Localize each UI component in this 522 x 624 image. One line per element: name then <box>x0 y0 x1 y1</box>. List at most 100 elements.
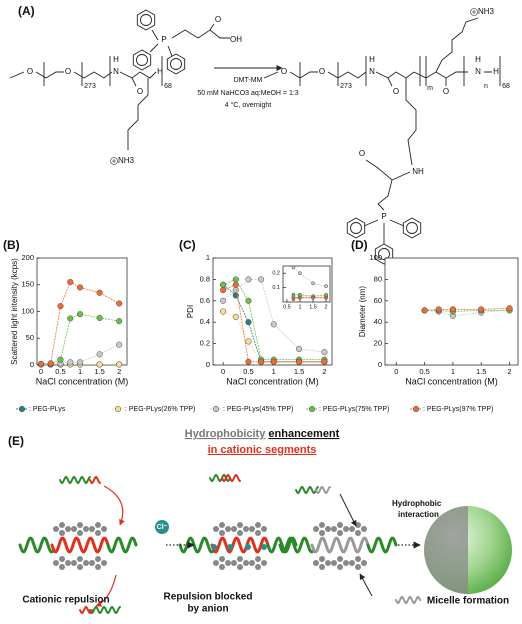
x-tick-label: 0.5 <box>55 367 65 376</box>
atom-label: O <box>281 67 287 76</box>
caption: Cationic repulsion <box>22 595 109 606</box>
heading-red: in cationic segments <box>208 444 317 456</box>
data-point <box>270 321 277 328</box>
heading-black: enhancement <box>268 428 339 440</box>
data-point <box>220 287 227 294</box>
data-point <box>296 345 303 353</box>
series-line <box>293 297 327 300</box>
polymer-chain <box>366 536 398 554</box>
tpp-group <box>255 556 261 562</box>
polymer-chain <box>209 473 231 483</box>
charge <box>472 10 476 14</box>
anion <box>155 520 169 534</box>
data-point <box>232 313 239 320</box>
aromatic <box>140 14 152 26</box>
data-point <box>76 284 84 291</box>
tpp-group <box>313 526 319 532</box>
tpp-group <box>237 522 243 528</box>
charge <box>470 8 478 16</box>
tpp-group <box>337 556 343 562</box>
tpp-group <box>213 560 219 566</box>
atom-label: NH3 <box>478 7 495 16</box>
data-point <box>324 284 328 289</box>
data-point <box>311 295 315 300</box>
y-tick-label: 0.2 <box>272 271 280 277</box>
polymer-chain <box>178 536 214 554</box>
data-point <box>270 358 277 365</box>
tpp-group <box>71 560 77 566</box>
data-point <box>57 356 64 363</box>
x-tick-label: 1.5 <box>94 367 104 376</box>
tpp-group <box>59 522 65 528</box>
bond <box>167 45 173 57</box>
tpp-group <box>319 564 325 570</box>
panel-label: (E) <box>8 434 24 448</box>
polymer-chain <box>50 536 110 554</box>
tpp-group <box>261 560 267 566</box>
data-point <box>96 351 103 358</box>
data-point <box>116 361 123 368</box>
atom-label: 273 <box>84 83 96 90</box>
y-tick-label: 0.1 <box>272 285 280 291</box>
tpp-group <box>313 560 319 566</box>
charge <box>110 157 118 165</box>
polymer-chain <box>278 536 314 554</box>
panel-label: (B) <box>3 238 20 252</box>
data-point <box>116 341 123 348</box>
tpp-group <box>213 526 219 532</box>
x-axis-label: NaCl concentration (M) <box>36 376 129 386</box>
x-tick-label: 2 <box>507 367 511 376</box>
data-point <box>232 287 239 294</box>
tpp-group <box>225 560 231 566</box>
data-point <box>324 295 328 300</box>
anion <box>261 544 267 550</box>
repulsion-arrow <box>95 574 117 607</box>
x-tick-label: 1.5 <box>309 304 317 310</box>
atom-label: NH3 <box>118 156 135 165</box>
tpp-group <box>59 564 65 570</box>
panel-label: (D) <box>351 238 368 252</box>
phenyl <box>136 9 156 31</box>
legend-label: : PEG-PLys(97% TPP) <box>423 406 493 413</box>
tpp-group <box>361 526 367 532</box>
tpp-group <box>255 530 261 536</box>
anion <box>245 544 251 550</box>
y-tick-label: 50 <box>26 333 34 342</box>
y-tick-label: 0.4 <box>200 317 210 326</box>
polymer-chain <box>79 605 93 615</box>
tpp-group <box>219 556 225 562</box>
x-tick-label: 0.5 <box>243 367 253 376</box>
legend-marker <box>412 405 420 413</box>
x-tick-label: 0.5 <box>419 367 429 376</box>
y-axis-label: Scattered light intensity (kcps) <box>10 258 19 365</box>
anion <box>211 544 217 550</box>
polymer-chain <box>315 485 331 495</box>
data-point <box>296 358 303 365</box>
polymer-chain <box>59 475 91 485</box>
bond <box>171 23 230 39</box>
polymer-chain <box>89 605 121 615</box>
atom-label: 273 <box>340 83 352 90</box>
x-tick-label: 0 <box>221 367 225 376</box>
x-tick-label: 0 <box>39 367 43 376</box>
tpp-group <box>249 526 255 532</box>
bond <box>363 219 379 227</box>
atom-label: O <box>393 87 399 96</box>
tpp-group <box>237 530 243 536</box>
y-axis-label: PDI <box>186 305 195 318</box>
tpp-group <box>101 560 107 566</box>
data-point <box>57 303 64 310</box>
y-tick-label: 40 <box>374 317 382 326</box>
x-tick-label: 2 <box>325 304 328 310</box>
anion <box>227 544 233 550</box>
legend-marker <box>308 405 316 413</box>
data-point <box>37 360 44 367</box>
x-tick-label: 2 <box>117 367 121 376</box>
tpp-group <box>261 526 267 532</box>
tpp-group <box>59 530 65 536</box>
y-tick-label: 0 <box>378 360 382 369</box>
y-tick-label: 0.6 <box>200 296 210 305</box>
data-point <box>311 281 315 286</box>
